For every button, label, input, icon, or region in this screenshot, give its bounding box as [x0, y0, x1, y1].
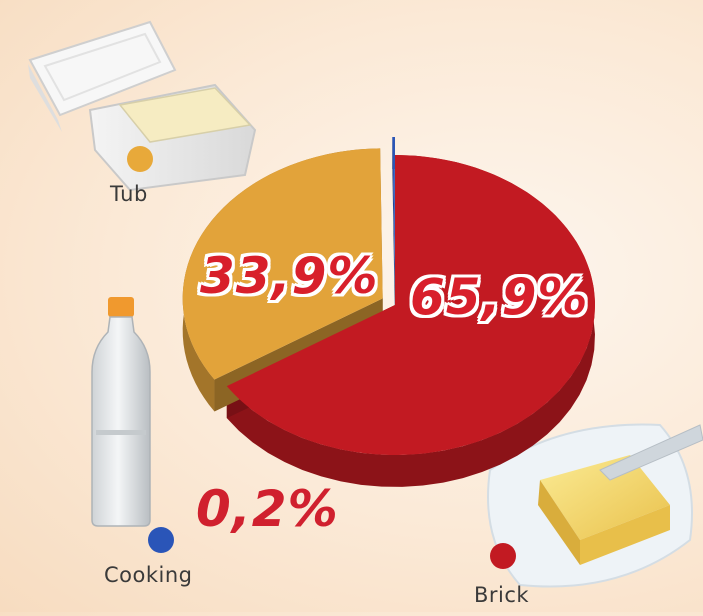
- pie-chart: [182, 137, 595, 487]
- legend-dot-cooking: [148, 527, 174, 553]
- data-label-brick: 65,9%: [410, 268, 589, 326]
- legend-label-tub: Tub: [110, 182, 148, 206]
- legend-dot-brick: [490, 543, 516, 569]
- pie-wall-cooking-0: [392, 137, 395, 320]
- legend-dot-tub: [127, 146, 153, 172]
- data-label-cooking: 0,2%: [196, 480, 339, 538]
- data-label-tub: 33,9%: [200, 247, 379, 305]
- oil-bottle-icon: [91, 297, 151, 527]
- pie-slice-brick: [226, 155, 595, 456]
- butter-brick-icon: [487, 423, 703, 588]
- pie-slice-cooking: [392, 137, 395, 288]
- legend-label-brick: Brick: [474, 583, 530, 607]
- pie-slice-tub: [182, 148, 383, 380]
- legend-label-cooking: Cooking: [104, 563, 193, 587]
